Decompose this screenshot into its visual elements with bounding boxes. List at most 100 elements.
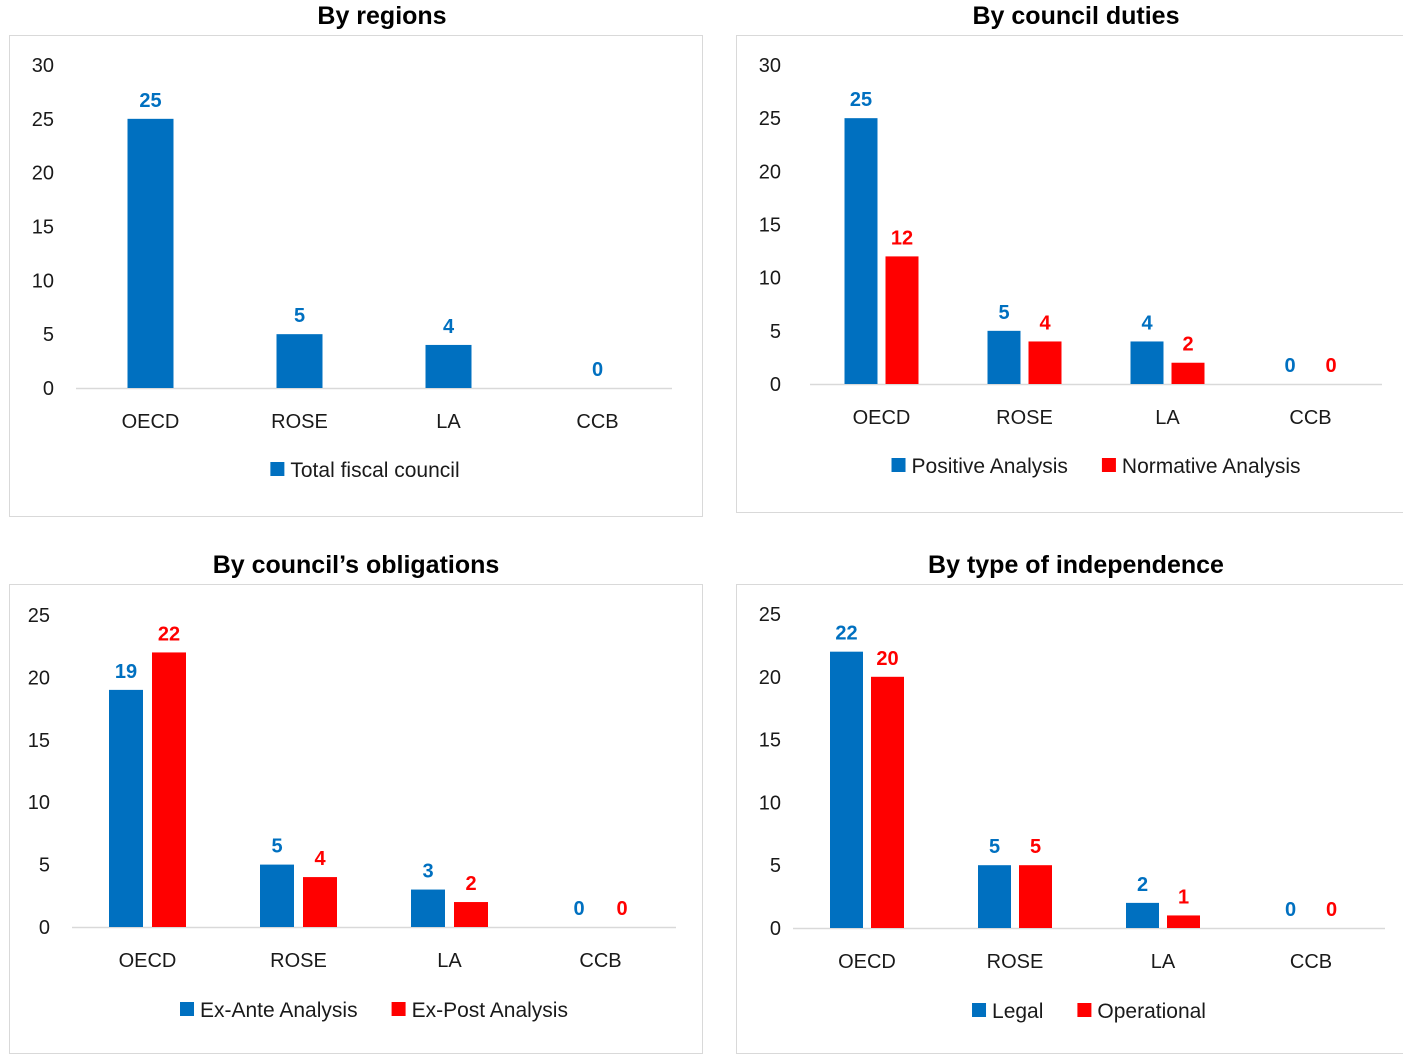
y-tick-label: 20: [32, 163, 54, 185]
legend-label: Legal: [992, 1000, 1043, 1023]
bar: [1028, 341, 1062, 384]
x-tick-label: OECD: [838, 951, 896, 973]
y-tick-label: 20: [28, 667, 50, 689]
y-tick-label: 25: [28, 605, 50, 627]
x-tick-label: CCB: [576, 411, 618, 433]
bar: [1171, 362, 1205, 384]
data-label: 5: [271, 836, 282, 858]
y-tick-label: 15: [28, 730, 50, 752]
y-tick-label: 5: [43, 324, 54, 346]
x-tick-label: ROSE: [987, 951, 1044, 973]
data-label: 0: [1285, 899, 1296, 921]
data-label: 0: [573, 898, 584, 920]
bar: [885, 256, 919, 384]
legend-swatch: [180, 1002, 195, 1016]
legend-label: Ex-Post Analysis: [412, 999, 568, 1022]
data-label: 0: [1325, 355, 1336, 377]
data-label: 5: [998, 302, 1009, 324]
data-label: 4: [314, 848, 326, 870]
x-tick-label: LA: [436, 411, 461, 433]
legend-swatch: [972, 1003, 987, 1017]
data-label: 2: [465, 873, 476, 895]
data-label: 3: [422, 861, 433, 883]
legend: Total fiscal council: [270, 459, 460, 482]
y-tick-label: 5: [770, 855, 781, 877]
x-tick-label: LA: [437, 950, 462, 972]
bar: [1019, 865, 1052, 928]
bar: [109, 689, 143, 927]
y-tick-label: 30: [32, 55, 54, 77]
chart-2-svg: 0 5 10 15 20 25 30 25 12 OECD 5 4 ROSE 4 2 LA 0 0 CCB Posit…: [759, 55, 1382, 478]
data-label: 4: [1039, 312, 1051, 334]
chart-4-title: By type of independence: [928, 551, 1224, 579]
y-tick-label: 30: [759, 55, 781, 77]
bar: [276, 334, 323, 388]
data-label: 0: [1326, 899, 1337, 921]
y-tick-label: 25: [759, 108, 781, 130]
legend: Positive Analysis Normative Analysis: [891, 455, 1300, 478]
x-tick-label: OECD: [122, 411, 180, 433]
data-label: 2: [1137, 874, 1148, 896]
y-tick-label: 5: [770, 321, 781, 343]
y-tick-label: 0: [770, 374, 781, 396]
x-tick-label: OECD: [853, 407, 911, 429]
bar: [260, 864, 294, 927]
data-label: 0: [592, 359, 603, 381]
y-tick-label: 25: [32, 109, 54, 131]
chart-1-panel: 0 5 10 15 20 25 30 25 OECD 5 ROSE 4 LA 0 CCB Total fisc…: [9, 35, 703, 517]
data-label: 22: [158, 623, 180, 645]
bar: [411, 889, 445, 927]
bar: [425, 344, 472, 388]
chart-4-svg: 0 5 10 15 20 25 22 20 OECD 5 5 ROSE 2 1 LA 0 0 CCB Legal Op…: [759, 604, 1385, 1023]
legend-swatch: [1077, 1003, 1092, 1017]
y-tick-label: 5: [39, 855, 50, 877]
y-tick-label: 15: [759, 730, 781, 752]
data-label: 4: [1141, 312, 1153, 334]
data-label: 2: [1182, 334, 1193, 356]
y-tick-label: 25: [759, 604, 781, 626]
data-label: 4: [443, 316, 455, 338]
y-tick-label: 0: [39, 917, 50, 939]
bar: [152, 652, 186, 927]
legend-label: Positive Analysis: [912, 455, 1068, 478]
y-tick-label: 15: [759, 215, 781, 237]
y-tick-label: 10: [28, 792, 50, 814]
legend-swatch: [391, 1002, 406, 1016]
chart-2-panel: 0 5 10 15 20 25 30 25 12 OECD 5 4 ROSE 4 2 LA 0 0 CCB Posit…: [736, 35, 1403, 513]
bar: [1126, 902, 1159, 928]
chart-3-panel: 0 5 10 15 20 25 19 22 OECD 5 4 ROSE 3 2 LA 0 0 CCB Ex-Ante…: [9, 584, 703, 1054]
legend-swatch: [1101, 458, 1116, 472]
x-tick-label: CCB: [1290, 951, 1332, 973]
y-tick-label: 10: [759, 792, 781, 814]
y-tick-label: 20: [759, 161, 781, 183]
data-label: 0: [1284, 355, 1295, 377]
data-label: 25: [139, 90, 161, 112]
chart-4-panel: 0 5 10 15 20 25 22 20 OECD 5 5 ROSE 2 1 LA 0 0 CCB Legal Op…: [736, 584, 1403, 1054]
x-tick-label: ROSE: [996, 407, 1053, 429]
chart-1-title: By regions: [317, 2, 447, 30]
chart-3-title: By council’s obligations: [212, 551, 500, 579]
bar: [871, 676, 904, 928]
bar: [987, 330, 1021, 384]
x-tick-label: CCB: [579, 950, 621, 972]
legend-swatch: [891, 458, 906, 472]
data-label: 5: [989, 836, 1000, 858]
y-tick-label: 0: [770, 918, 781, 940]
x-tick-label: LA: [1151, 951, 1176, 973]
chart-3-svg: 0 5 10 15 20 25 19 22 OECD 5 4 ROSE 3 2 LA 0 0 CCB Ex-Ante…: [28, 605, 676, 1022]
y-tick-label: 15: [32, 217, 54, 239]
data-label: 5: [294, 305, 305, 327]
chart-2-title: By council duties: [972, 2, 1180, 30]
data-label: 22: [835, 623, 857, 645]
x-tick-label: OECD: [119, 950, 177, 972]
legend: Ex-Ante Analysis Ex-Post Analysis: [180, 999, 568, 1022]
data-label: 5: [1030, 836, 1041, 858]
bar: [127, 118, 174, 388]
legend-swatch: [270, 462, 285, 476]
y-tick-label: 0: [43, 378, 54, 400]
legend-label: Operational: [1097, 1000, 1206, 1023]
data-label: 0: [616, 898, 627, 920]
y-tick-label: 10: [32, 270, 54, 292]
data-label: 25: [850, 89, 872, 111]
bar: [1167, 915, 1200, 928]
